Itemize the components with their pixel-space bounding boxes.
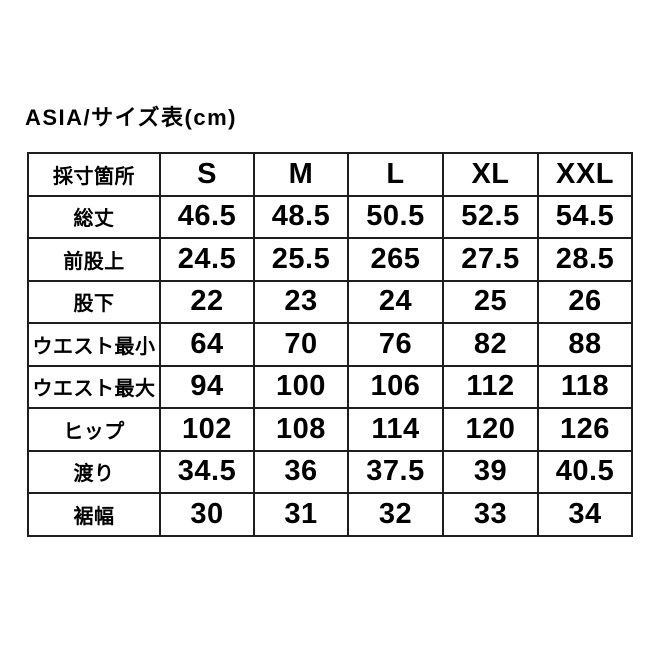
table-header-row: 採寸箇所 S M L XL XXL: [27, 152, 633, 197]
table-cell: 100: [253, 364, 349, 409]
header-size-xxl: XXL: [537, 152, 633, 197]
table-cell: 82: [442, 322, 539, 367]
table-cell: 22: [159, 279, 255, 324]
table-cell: 265: [347, 237, 444, 282]
table-cell: 24.5: [159, 237, 255, 282]
table-cell: 112: [442, 364, 539, 409]
table-cell: 114: [347, 407, 444, 452]
table-row-waist-max: ウエスト最大 94 100 106 112 118: [27, 364, 633, 409]
header-size-s: S: [159, 152, 255, 197]
table-row-front-rise: 前股上 24.5 25.5 265 27.5 28.5: [27, 237, 633, 282]
size-table: 採寸箇所 S M L XL XXL 総丈 46.5 48.5 50.5 52.5…: [27, 152, 633, 537]
table-cell: 27.5: [442, 237, 539, 282]
page-title: ASIA/サイズ表(cm): [25, 105, 237, 130]
table-cell: 70: [253, 322, 349, 367]
table-cell: 126: [537, 407, 633, 452]
table-cell: 33: [442, 492, 539, 537]
table-cell: 52.5: [442, 194, 539, 239]
header-size-m: M: [253, 152, 349, 197]
table-cell: 54.5: [537, 194, 633, 239]
table-cell: 37.5: [347, 449, 444, 494]
row-label: ウエスト最小: [27, 322, 161, 367]
table-cell: 24: [347, 279, 444, 324]
table-cell: 106: [347, 364, 444, 409]
header-size-l: L: [347, 152, 444, 197]
row-label: 裾幅: [27, 492, 161, 537]
table-cell: 31: [253, 492, 349, 537]
table-cell: 30: [159, 492, 255, 537]
table-cell: 108: [253, 407, 349, 452]
table-cell: 26: [537, 279, 633, 324]
table-cell: 76: [347, 322, 444, 367]
table-cell: 118: [537, 364, 633, 409]
table-cell: 36: [253, 449, 349, 494]
table-cell: 40.5: [537, 449, 633, 494]
table-cell: 32: [347, 492, 444, 537]
table-cell: 94: [159, 364, 255, 409]
table-cell: 88: [537, 322, 633, 367]
table-cell: 39: [442, 449, 539, 494]
table-row-hip: ヒップ 102 108 114 120 126: [27, 407, 633, 452]
row-label: 渡り: [27, 449, 161, 494]
table-cell: 120: [442, 407, 539, 452]
table-cell: 46.5: [159, 194, 255, 239]
row-label: 股下: [27, 279, 161, 324]
table-cell: 48.5: [253, 194, 349, 239]
table-cell: 64: [159, 322, 255, 367]
table-cell: 25.5: [253, 237, 349, 282]
table-row-total-length: 総丈 46.5 48.5 50.5 52.5 54.5: [27, 194, 633, 239]
table-cell: 25: [442, 279, 539, 324]
row-label: ウエスト最大: [27, 364, 161, 409]
table-cell: 28.5: [537, 237, 633, 282]
table-cell: 50.5: [347, 194, 444, 239]
table-cell: 23: [253, 279, 349, 324]
table-cell: 34.5: [159, 449, 255, 494]
table-row-inseam: 股下 22 23 24 25 26: [27, 279, 633, 324]
row-label: ヒップ: [27, 407, 161, 452]
table-row-waist-min: ウエスト最小 64 70 76 82 88: [27, 322, 633, 367]
table-row-thigh-width: 渡り 34.5 36 37.5 39 40.5: [27, 449, 633, 494]
table-cell: 102: [159, 407, 255, 452]
row-label: 前股上: [27, 237, 161, 282]
header-size-xl: XL: [442, 152, 539, 197]
table-cell: 34: [537, 492, 633, 537]
header-measurement-point: 採寸箇所: [27, 152, 161, 197]
table-row-hem-width: 裾幅 30 31 32 33 34: [27, 492, 633, 537]
row-label: 総丈: [27, 194, 161, 239]
